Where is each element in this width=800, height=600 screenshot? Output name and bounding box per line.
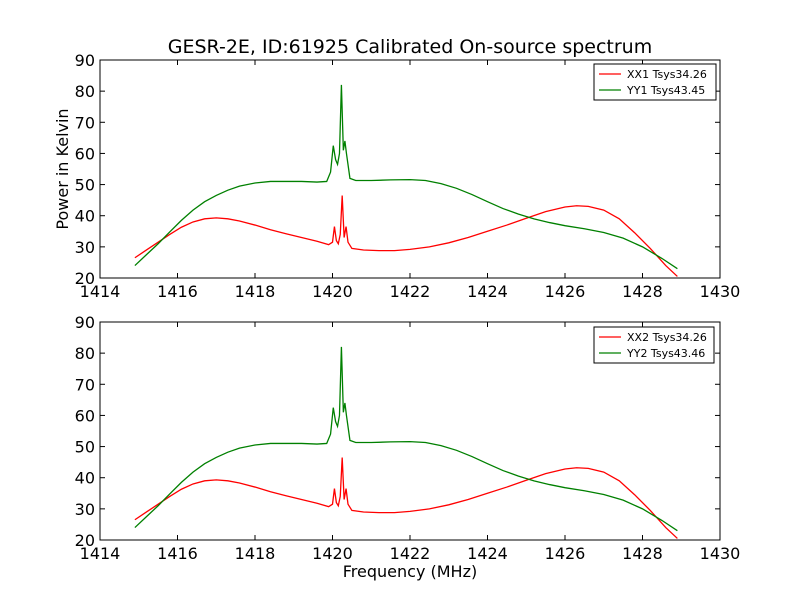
- top-panel: 1414 1416 1418 1420 1422 1424 1426 1428 1430 20 30…: [53, 51, 740, 301]
- legend-label: YY2 Tsys43.46: [626, 347, 705, 360]
- y-tick-label: 30: [75, 238, 95, 257]
- x-tick-label: 1426: [545, 282, 586, 301]
- y-tick-label: 50: [75, 438, 95, 457]
- legend-box: [593, 63, 717, 101]
- series-line-yy: [134, 84, 678, 270]
- y-tick-label: 80: [75, 344, 95, 363]
- series-lines: [134, 84, 678, 277]
- y-tick-label: 20: [75, 269, 95, 288]
- y-tick-label: 80: [75, 82, 95, 101]
- y-axis-label: Power in Kelvin: [53, 108, 72, 229]
- y-tick-label: 20: [75, 531, 95, 550]
- x-tick-label: 1420: [312, 282, 353, 301]
- x-tick-label: 1414: [80, 282, 121, 301]
- series-line-xx: [134, 457, 678, 539]
- x-tick-label: 1422: [390, 544, 431, 563]
- x-axis-label: Frequency (MHz): [343, 562, 477, 581]
- figure-title: GESR-2E, ID:61925 Calibrated On-source s…: [168, 36, 652, 58]
- y-tick-label: 90: [75, 51, 95, 70]
- y-tick-label: 60: [75, 144, 95, 163]
- x-tick-label: 1426: [545, 544, 586, 563]
- y-tick-label: 90: [75, 313, 95, 332]
- y-tick-label: 40: [75, 469, 95, 488]
- y-tick-label: 70: [75, 113, 95, 132]
- x-tick-label: 1418: [235, 282, 276, 301]
- x-tick-label: 1428: [622, 282, 663, 301]
- x-tick-label: 1418: [235, 544, 276, 563]
- legend-box: [593, 326, 715, 364]
- legend: XX1 Tsys34.26 YY1 Tsys43.45: [593, 63, 717, 101]
- x-tick-label: 1428: [622, 544, 663, 563]
- x-tick-label: 1424: [467, 544, 508, 563]
- x-tick-label: 1430: [700, 544, 741, 563]
- legend: XX2 Tsys34.26 YY2 Tsys43.46: [593, 326, 715, 364]
- x-tick-label: 1422: [390, 282, 431, 301]
- series-line-yy: [134, 346, 678, 532]
- legend-label: XX1 Tsys34.26: [627, 68, 707, 81]
- series-line-xx: [134, 195, 678, 277]
- y-tick-label: 30: [75, 500, 95, 519]
- x-tick-label: 1424: [467, 282, 508, 301]
- series-lines: [134, 346, 678, 539]
- y-tick-label: 60: [75, 406, 95, 425]
- x-tick-label: 1414: [80, 544, 121, 563]
- x-tick-label: 1416: [157, 544, 198, 563]
- x-tick-label: 1420: [312, 544, 353, 563]
- legend-label: XX2 Tsys34.26: [627, 331, 707, 344]
- bottom-panel: 1414 1416 1418 1420 1422 1424 1426 1428 1430 20 30…: [75, 313, 741, 581]
- y-tick-label: 50: [75, 176, 95, 195]
- x-tick-label: 1416: [157, 282, 198, 301]
- y-tick-label: 70: [75, 375, 95, 394]
- y-tick-label: 40: [75, 207, 95, 226]
- legend-label: YY1 Tsys43.45: [626, 84, 705, 97]
- x-tick-label: 1430: [700, 282, 741, 301]
